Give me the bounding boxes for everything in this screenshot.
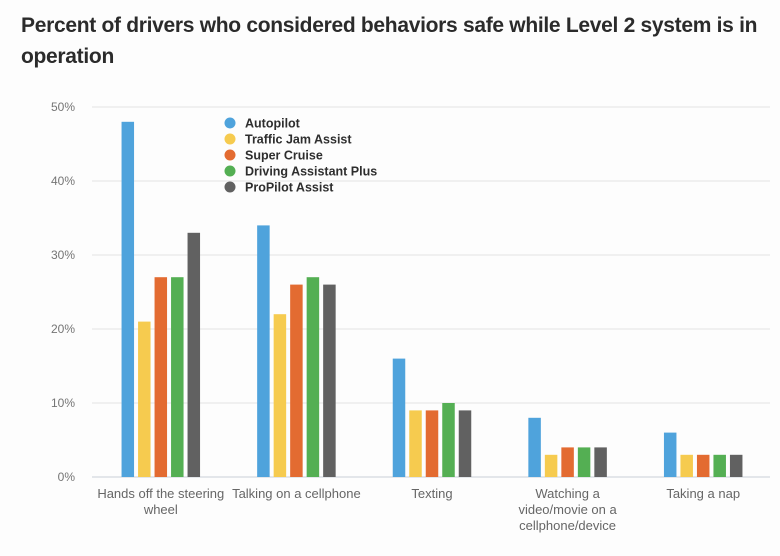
legend-item: Autopilot — [224, 117, 301, 131]
bar-traffic-jam-assist — [138, 321, 151, 477]
legend-label: Autopilot — [245, 117, 301, 131]
bar-autopilot — [663, 432, 677, 477]
bar-propilot-assist — [187, 232, 201, 477]
legend-item: Driving Assistant Plus — [224, 165, 377, 179]
bar-autopilot — [257, 225, 270, 477]
bar-propilot-assist — [323, 284, 336, 477]
x-tick-label: Texting — [411, 486, 452, 501]
bar-autopilot — [121, 121, 135, 478]
bar-propilot-assist — [729, 454, 743, 477]
legend-label: Traffic Jam Assist — [245, 133, 352, 147]
bars — [121, 121, 743, 478]
bar-driving-assistant-plus — [171, 277, 184, 477]
bar-super-cruise — [290, 284, 303, 477]
bar-autopilot — [392, 358, 406, 477]
bar-driving-assistant-plus — [306, 277, 320, 477]
y-tick-label: 50% — [51, 100, 75, 114]
bar-super-cruise — [154, 277, 168, 477]
y-axis-ticks: 0% 10% 20% 30% 40% 50% — [51, 100, 75, 484]
legend-marker — [224, 149, 236, 161]
legend: Autopilot Traffic Jam Assist Super Cruise D… — [224, 117, 377, 195]
legend-item: Super Cruise — [224, 149, 323, 163]
legend-item: Traffic Jam Assist — [224, 133, 352, 147]
bar-traffic-jam-assist — [544, 454, 558, 477]
y-tick-label: 40% — [51, 174, 75, 188]
bar-autopilot — [528, 417, 541, 477]
bar-driving-assistant-plus — [713, 454, 726, 477]
bar-traffic-jam-assist — [680, 454, 693, 477]
bar-driving-assistant-plus — [442, 403, 455, 477]
legend-label: Driving Assistant Plus — [245, 165, 377, 179]
y-tick-label: 0% — [58, 470, 76, 484]
y-tick-label: 30% — [51, 248, 75, 262]
legend-item: ProPilot Assist — [224, 181, 334, 195]
bar-propilot-assist — [458, 410, 472, 477]
x-axis-labels: Hands off the steering wheel Talking on a … — [97, 486, 740, 533]
x-tick-label: Watching a video/movie on a cellphone/devi… — [518, 486, 617, 533]
legend-label: ProPilot Assist — [245, 181, 334, 195]
x-tick-label: Hands off the steering wheel — [97, 486, 224, 517]
bar-super-cruise — [696, 454, 710, 477]
legend-label: Super Cruise — [245, 149, 323, 163]
bar-traffic-jam-assist — [409, 410, 422, 477]
x-tick-label: Taking a nap — [666, 486, 740, 501]
chart-title: Percent of drivers who considered behavi… — [21, 14, 758, 68]
bar-driving-assistant-plus — [577, 447, 591, 477]
legend-marker — [224, 133, 236, 145]
bar-propilot-assist — [594, 447, 607, 477]
bar-traffic-jam-assist — [273, 314, 287, 477]
bar-super-cruise — [425, 410, 439, 477]
legend-marker — [224, 117, 236, 129]
legend-marker — [224, 181, 236, 193]
legend-marker — [224, 165, 236, 177]
y-tick-label: 10% — [51, 396, 75, 410]
x-tick-label: Talking on a cellphone — [232, 486, 361, 501]
y-tick-label: 20% — [51, 322, 75, 336]
bar-super-cruise — [561, 447, 574, 477]
